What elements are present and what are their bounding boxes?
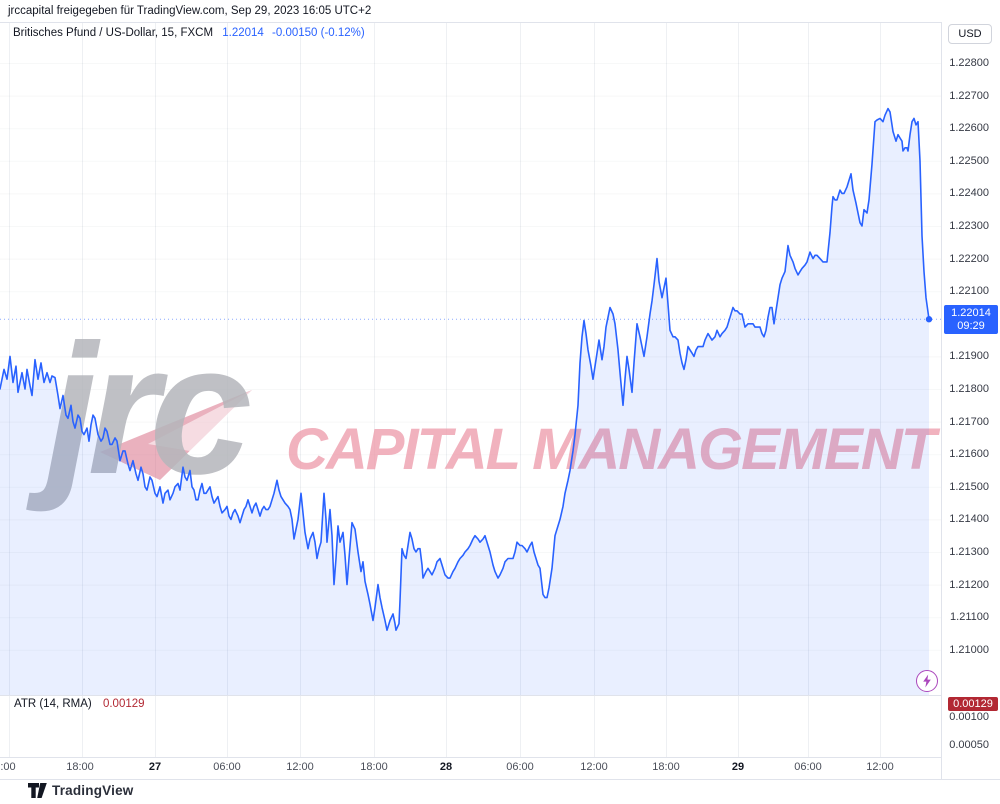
symbol-legend[interactable]: Britisches Pfund / US-Dollar, 15, FXCM 1… bbox=[13, 27, 365, 39]
time-tick: 18:00 bbox=[66, 761, 94, 773]
time-axis-separator bbox=[0, 757, 1000, 758]
legend-change: -0.00150 (-0.12%) bbox=[272, 27, 365, 39]
time-tick: 12:00 bbox=[580, 761, 608, 773]
time-tick: 06:00 bbox=[506, 761, 534, 773]
price-tick: 1.22200 bbox=[949, 252, 989, 265]
price-tick: 1.22700 bbox=[949, 89, 989, 102]
time-tick: 28 bbox=[439, 761, 453, 773]
last-price-value: 1.22014 bbox=[951, 307, 991, 320]
price-tick: 1.21300 bbox=[949, 546, 989, 558]
atr-tick: 0.00100 bbox=[949, 711, 989, 723]
atr-tick: 0.00050 bbox=[949, 739, 989, 751]
atr-legend-label[interactable]: ATR (14, RMA) bbox=[14, 698, 92, 710]
price-tick: 1.21200 bbox=[949, 578, 989, 591]
tradingview-logo-text: TradingView bbox=[52, 783, 134, 798]
footer-separator bbox=[0, 779, 1000, 780]
time-tick: 12:00 bbox=[866, 761, 894, 773]
price-tick: 1.22100 bbox=[949, 285, 989, 298]
flash-action-button[interactable] bbox=[916, 670, 938, 692]
time-tick: :00 bbox=[0, 761, 16, 773]
atr-indicator-legend[interactable]: ATR (14, RMA) 0.00129 bbox=[14, 698, 145, 710]
price-axis[interactable]: 1.22014 09:29 0.00129 1.22800 1.22700 1.22… bbox=[942, 22, 1000, 779]
price-tick: 1.22500 bbox=[949, 154, 989, 167]
price-tick: 1.22600 bbox=[949, 122, 989, 135]
chart-top-border bbox=[0, 22, 1000, 23]
atr-value-badge: 0.00129 bbox=[948, 697, 998, 711]
pane-separator[interactable] bbox=[0, 695, 1000, 696]
time-tick: 06:00 bbox=[794, 761, 822, 773]
symbol-title[interactable]: Britisches Pfund / US-Dollar, 15, FXCM bbox=[13, 27, 214, 39]
time-tick: 18:00 bbox=[360, 761, 388, 773]
currency-unit-button[interactable]: USD bbox=[948, 24, 992, 44]
price-tick: 1.21700 bbox=[949, 415, 989, 428]
price-tick: 1.22800 bbox=[949, 57, 989, 69]
time-tick: 12:00 bbox=[286, 761, 314, 773]
price-tick: 1.21500 bbox=[949, 480, 989, 493]
last-price-label: 1.22014 09:29 bbox=[944, 305, 998, 335]
time-tick: 06:00 bbox=[213, 761, 241, 773]
atr-legend-value: 0.00129 bbox=[102, 698, 145, 710]
lightning-icon bbox=[923, 674, 931, 688]
price-tick: 1.22400 bbox=[949, 187, 989, 200]
price-tick: 1.21100 bbox=[950, 611, 989, 624]
tradingview-logo[interactable]: TradingView bbox=[28, 782, 133, 799]
export-attribution: jrccapital freigegeben für TradingView.c… bbox=[8, 5, 372, 17]
time-tick: 29 bbox=[731, 761, 745, 773]
price-tick: 1.21900 bbox=[949, 350, 989, 363]
time-tick: 18:00 bbox=[652, 761, 680, 773]
price-axis-border bbox=[941, 22, 942, 779]
tradingview-mark-icon bbox=[28, 783, 47, 798]
price-tick: 1.21400 bbox=[949, 513, 989, 526]
time-axis[interactable]: :00 18:00 27 06:00 12:00 18:00 28 06:00 12:00 18:… bbox=[0, 757, 941, 779]
time-tick: 27 bbox=[148, 761, 162, 773]
price-tick: 1.21000 bbox=[949, 643, 989, 656]
bar-countdown: 09:29 bbox=[957, 320, 985, 333]
price-tick: 1.22300 bbox=[949, 220, 989, 232]
price-tick: 1.21600 bbox=[949, 448, 989, 461]
price-tick: 1.21800 bbox=[949, 383, 989, 395]
legend-last-price: 1.22014 bbox=[222, 27, 264, 39]
